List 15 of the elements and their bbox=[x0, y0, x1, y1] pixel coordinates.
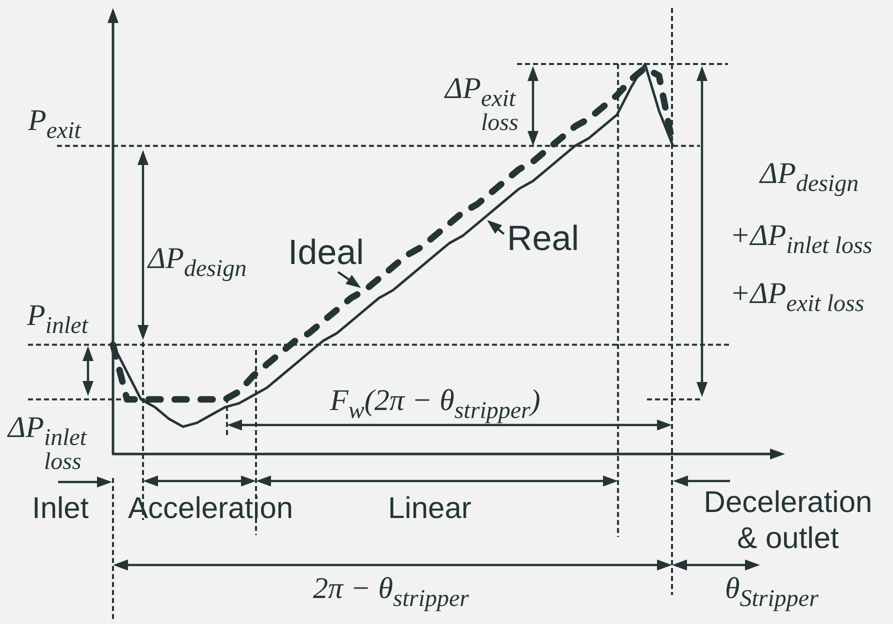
text: Deceleration & outlet bbox=[704, 486, 872, 555]
legend-label: Real bbox=[507, 219, 579, 258]
text: 2π − θ$_{stripper}$ bbox=[313, 572, 470, 612]
text: Acceleration bbox=[128, 492, 294, 525]
ref-line-label: P$_{inlet}$ bbox=[26, 299, 90, 340]
series-label: Ideal bbox=[288, 233, 364, 272]
annotation: ΔP$_{design}$ bbox=[759, 157, 859, 198]
annotation: +ΔP$_{exit loss}$ bbox=[730, 277, 864, 318]
text: θ$_{Stripper}$ bbox=[725, 572, 820, 612]
text: Linear bbox=[388, 492, 472, 525]
annotation: ΔP$_{design}$ bbox=[147, 242, 247, 282]
annotation: +ΔP$_{inlet loss}$ bbox=[730, 219, 872, 260]
text: Inlet bbox=[32, 492, 90, 525]
annotation: F$_{w}$(2π − θ$_{stripper}$) bbox=[329, 384, 540, 424]
ref-line-label: P$_{exit}$ bbox=[27, 104, 82, 144]
